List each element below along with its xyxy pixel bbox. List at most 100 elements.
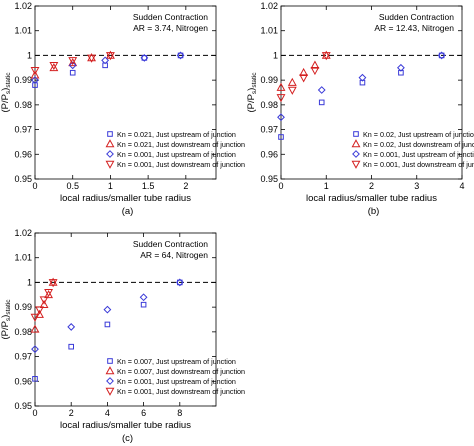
legend-marker <box>352 150 360 158</box>
y-tick-label: 0.98 <box>14 327 32 337</box>
legend-entry: Kn = 0.007, Just downstream of junction <box>117 367 245 376</box>
y-tick-label: 0.99 <box>14 75 32 85</box>
data-point <box>104 321 111 328</box>
data-point <box>310 60 320 69</box>
legend-entry: Kn = 0.001, Just upstream of junction <box>117 150 236 159</box>
data-point <box>318 99 325 106</box>
x-tick-label: 2 <box>369 181 374 191</box>
x-tick-label: 8 <box>177 408 182 418</box>
x-tick-label: 2 <box>183 181 188 191</box>
data-point <box>68 343 75 350</box>
y-tick-label: 0.99 <box>14 302 32 312</box>
legend-marker <box>106 377 114 385</box>
chart-subtitle: AR = 12.43, Nitrogen <box>374 23 454 33</box>
legend-marker <box>351 139 361 148</box>
chart-subtitle: AR = 64, Nitrogen <box>140 250 208 260</box>
data-point <box>277 113 285 122</box>
legend-entry: Kn = 0.001, Just downstream of junction <box>117 387 245 396</box>
legend-marker <box>105 139 115 148</box>
chart-panel-2: 0.95 0.96 0.97 0.98 0.99 1 1.01 1.02 0 1 2 3 4 Sudden… <box>246 1 474 217</box>
data-point <box>39 296 49 305</box>
y-tick-label: 1.02 <box>14 228 32 238</box>
legend-entry: Kn = 0.021, Just downstream of junction <box>117 140 245 149</box>
x-tick-label: 1 <box>324 181 329 191</box>
data-point <box>287 77 297 86</box>
data-point <box>437 51 446 60</box>
data-point <box>30 313 40 322</box>
x-tick-label: 4 <box>105 408 110 418</box>
data-point <box>30 324 40 333</box>
legend-marker <box>105 160 115 169</box>
chart-title: Sudden Contraction <box>379 12 454 22</box>
chart-panel-3: 0.95 0.96 0.97 0.98 0.99 1 1.01 1.02 0 2 4 6 8 Sudden… <box>0 228 245 444</box>
data-point <box>68 57 78 66</box>
x-tick-label: 1 <box>108 181 113 191</box>
y-tick-label: 0.97 <box>14 125 32 135</box>
x-axis-label: local radius/smaller tube radius <box>60 420 191 431</box>
data-point <box>105 52 115 61</box>
data-point <box>103 305 112 314</box>
y-tick-label: 0.96 <box>14 376 32 386</box>
data-point <box>31 76 39 85</box>
legend-marker <box>107 131 113 137</box>
data-point <box>140 53 149 62</box>
legend-entry: Kn = 0.02, Just downstream of junction <box>363 140 474 149</box>
data-point <box>39 299 49 308</box>
legend-entry: Kn = 0.021, Just upstream of junction <box>117 130 236 139</box>
legend-entry: Kn = 0.001, Just upstream of junction <box>117 377 236 386</box>
chart-panel-1: 0.95 0.96 0.97 0.98 0.99 1 1.01 1.02 0 0.5 1 1.5 2 Su… <box>0 1 245 217</box>
chart-title: Sudden Contraction <box>133 12 208 22</box>
legend-entry: Kn = 0.02, Just upstream of junction <box>363 130 474 139</box>
data-point <box>276 94 286 103</box>
panel-label: (c) <box>122 433 133 444</box>
legend-marker <box>353 131 359 137</box>
x-tick-label: 0 <box>278 181 283 191</box>
legend-marker <box>105 366 115 375</box>
x-tick-label: 4 <box>459 181 464 191</box>
data-point <box>31 345 39 354</box>
x-tick-label: 0 <box>32 181 37 191</box>
legend-marker <box>105 387 115 396</box>
x-axis-label: local radius/smaller tube radius <box>60 193 191 204</box>
y-axis-label: (P/Ps)static <box>246 72 258 113</box>
y-tick-label: 1 <box>27 277 32 287</box>
y-tick-label: 1.01 <box>14 253 32 263</box>
data-point <box>278 134 284 140</box>
data-point <box>358 73 367 82</box>
legend-entry: Kn = 0.001, Just downstream of junction <box>363 160 474 169</box>
legend-entry: Kn = 0.001, Just downstream of junction <box>117 160 245 169</box>
x-axis-label: local radius/smaller tube radius <box>306 193 437 204</box>
data-point <box>44 289 54 299</box>
data-point <box>317 86 326 94</box>
y-axis-label: (P/Ps)static <box>0 299 12 340</box>
y-tick-label: 1 <box>273 50 278 60</box>
chart-subtitle: AR = 3.74, Nitrogen <box>133 23 208 33</box>
legend-marker <box>106 150 114 158</box>
data-point <box>140 301 147 308</box>
y-tick-label: 0.97 <box>260 125 278 135</box>
data-point <box>49 62 59 71</box>
data-point <box>30 66 40 76</box>
y-tick-label: 0.96 <box>14 149 32 159</box>
data-point <box>177 52 184 59</box>
y-tick-label: 1.02 <box>260 1 278 11</box>
data-point <box>67 323 76 331</box>
data-point <box>139 293 148 302</box>
data-point <box>68 61 77 70</box>
data-point <box>35 306 44 315</box>
y-tick-label: 0.97 <box>14 352 32 362</box>
y-tick-label: 1.02 <box>14 1 32 11</box>
data-point <box>310 66 320 76</box>
data-point <box>68 57 78 67</box>
data-point <box>175 278 184 287</box>
legend-marker <box>107 358 113 364</box>
y-tick-label: 0.95 <box>14 174 32 184</box>
data-point <box>101 56 110 65</box>
data-point <box>87 54 97 63</box>
panel-label: (a) <box>122 206 134 217</box>
data-point <box>176 51 185 60</box>
data-point <box>321 52 331 61</box>
data-point <box>287 86 297 95</box>
y-tick-label: 0.96 <box>260 149 278 159</box>
